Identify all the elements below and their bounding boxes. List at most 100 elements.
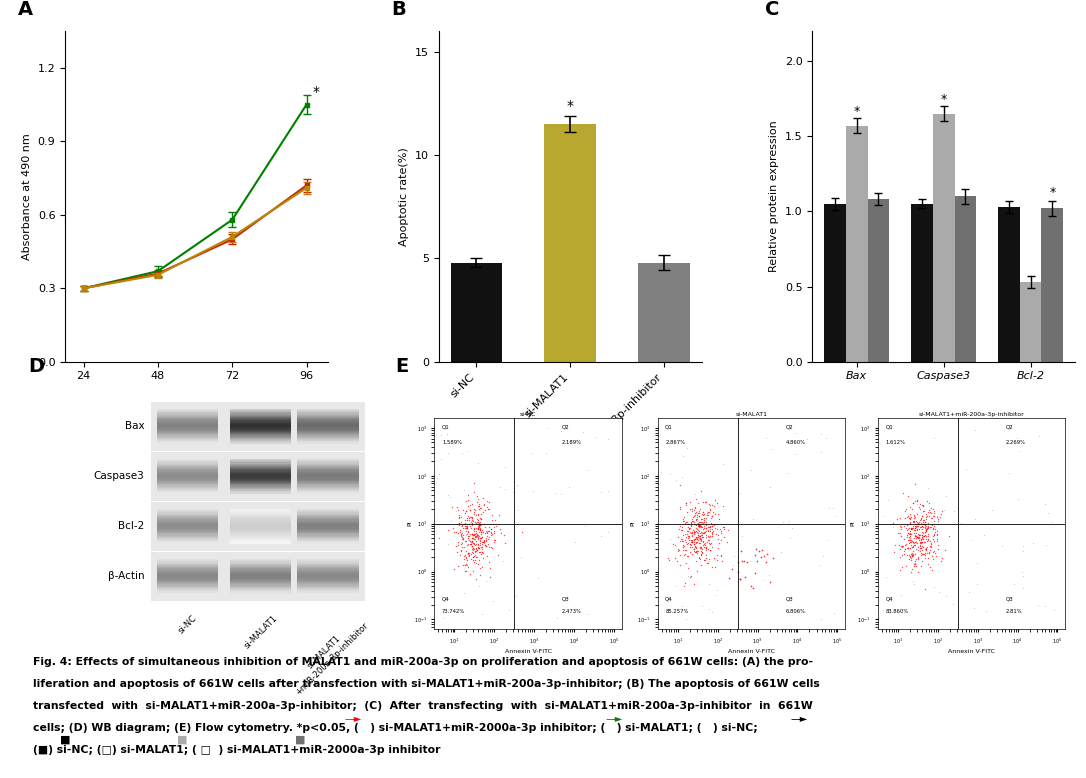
Text: β-Actin: β-Actin (108, 571, 144, 581)
Text: ■: ■ (177, 735, 188, 745)
Bar (230, 567, 291, 568)
Bar (230, 524, 291, 525)
Bar (156, 542, 218, 544)
Bar (846, 126, 868, 362)
Bar (298, 524, 358, 525)
Bar (156, 417, 218, 418)
Bar (230, 490, 291, 491)
Bar (230, 464, 291, 466)
Text: liferation and apoptosis of 661W cells after transfection with si-MALAT1+miR-200: liferation and apoptosis of 661W cells a… (33, 679, 819, 689)
Bar (230, 523, 291, 524)
Bar (230, 569, 291, 570)
Bar (298, 534, 358, 535)
Bar (298, 567, 358, 568)
Bar (156, 566, 218, 567)
Bar (298, 580, 358, 581)
Bar (298, 520, 358, 522)
Bar (298, 542, 358, 544)
Bar (298, 509, 358, 510)
Bar (230, 530, 291, 531)
Bar (298, 572, 358, 573)
Bar (451, 263, 502, 362)
Bar (156, 429, 218, 431)
Bar (298, 581, 358, 582)
Bar (156, 476, 218, 478)
Bar (298, 438, 358, 439)
Text: si-MALAT1: si-MALAT1 (242, 614, 279, 650)
Bar (298, 409, 358, 410)
Bar (298, 579, 358, 580)
Bar (230, 579, 291, 580)
Bar (156, 530, 218, 531)
Bar (230, 564, 291, 565)
Bar (230, 580, 291, 581)
Bar (156, 419, 218, 420)
Bar (230, 509, 291, 510)
Bar (156, 575, 218, 576)
Bar (230, 534, 291, 535)
Bar (156, 410, 218, 411)
Bar (156, 418, 218, 419)
Bar (298, 588, 358, 589)
Bar (1041, 209, 1063, 362)
Bar (156, 464, 218, 466)
Bar (298, 440, 358, 441)
Bar (933, 114, 955, 362)
Bar (298, 574, 358, 575)
Bar (230, 478, 291, 480)
Bar (156, 528, 218, 530)
Bar (156, 533, 218, 534)
Bar (230, 426, 291, 427)
Bar (230, 576, 291, 577)
Bar (230, 541, 291, 542)
Bar (156, 539, 218, 540)
Bar (230, 429, 291, 431)
Bar (156, 436, 218, 438)
Bar (230, 515, 291, 516)
Bar (156, 584, 218, 586)
Bar (230, 413, 291, 415)
Bar (156, 541, 218, 542)
Bar (156, 515, 218, 516)
Bar (230, 475, 291, 476)
Bar (298, 531, 358, 532)
Text: Caspase3: Caspase3 (93, 471, 144, 482)
Bar (230, 459, 291, 460)
Bar (298, 560, 358, 562)
Bar (230, 527, 291, 528)
Bar (230, 581, 291, 582)
Bar (156, 471, 218, 473)
Text: si-MALAT1
+miR-200a-3p-inhibitor: si-MALAT1 +miR-200a-3p-inhibitor (287, 614, 369, 697)
Bar (156, 581, 218, 582)
Text: *: * (854, 105, 860, 118)
Y-axis label: Apoptotic rate(%): Apoptotic rate(%) (400, 147, 409, 246)
Bar (230, 528, 291, 530)
Bar (156, 538, 218, 539)
Bar (298, 517, 358, 518)
Bar (298, 569, 358, 570)
Bar (298, 467, 358, 468)
Bar (230, 431, 291, 432)
Bar (298, 475, 358, 476)
Bar (298, 418, 358, 419)
Bar (156, 427, 218, 429)
Bar (298, 525, 358, 527)
Bar (156, 576, 218, 577)
Bar (230, 568, 291, 569)
Bar (230, 417, 291, 418)
Bar (156, 537, 218, 538)
Bar (230, 518, 291, 520)
Bar (156, 509, 218, 510)
Bar (230, 587, 291, 588)
Bar (230, 488, 291, 489)
Bar (298, 528, 358, 530)
Bar (230, 487, 291, 488)
Bar (230, 411, 291, 412)
Bar (298, 589, 358, 591)
Bar (298, 417, 358, 418)
Bar (298, 481, 358, 482)
Bar (230, 566, 291, 567)
Bar (156, 535, 218, 537)
Bar (156, 473, 218, 474)
Bar (298, 516, 358, 517)
